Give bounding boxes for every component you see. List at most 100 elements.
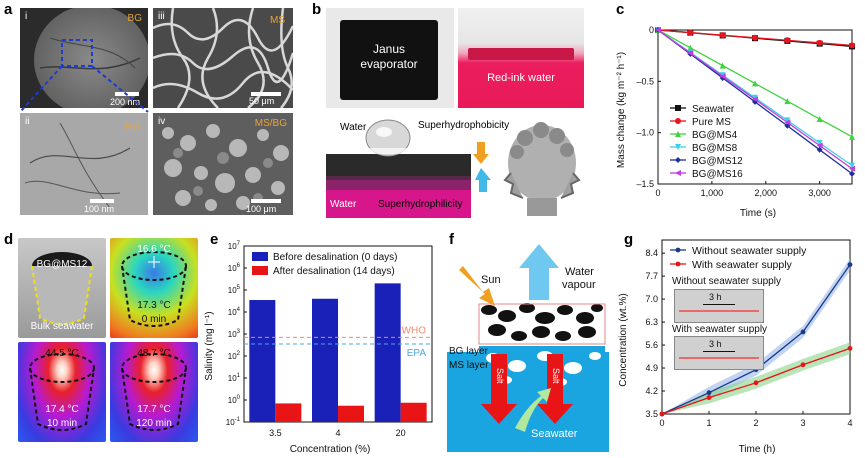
chart-e-ytick-label: 104 [228, 307, 241, 317]
thermal-image-0min: 16.6 °C 17.3 °C 0 min [110, 238, 198, 338]
chart-e-ytick-label: 106 [228, 263, 241, 273]
redink-label: Red-ink water [487, 72, 555, 84]
chart-c-xtick-label: 0 [655, 188, 660, 198]
bg-layer [478, 303, 606, 345]
chart-g-xtick-label: 4 [847, 418, 852, 428]
data-point-BG@MS4 [719, 62, 726, 69]
legend-label-Before desalination (0 days): Before desalination (0 days) [273, 252, 398, 263]
chart-e-ytick-label: 107 [228, 241, 241, 251]
vapour-label-2: vapour [562, 279, 596, 291]
chart-e-ytick-label: 105 [228, 285, 241, 295]
vapour-arrow-icon [519, 244, 559, 300]
data-point-Without seawater supply [706, 390, 712, 396]
thermal-0-temp: 17.3 °C [137, 300, 171, 311]
inset-bottom-arrow-icon [703, 351, 735, 352]
data-point-BG@MS4 [784, 98, 791, 105]
superhydrophilicity-label: Superhydrophilicity [378, 199, 463, 210]
panel-f: f Sun [445, 228, 610, 458]
data-point-BG@MS12 [849, 170, 855, 177]
ms-layer-label: MS layer [449, 360, 489, 371]
sem-roman-iv: iv [158, 116, 166, 127]
chart-e-ylabel: Salinity (mg l⁻¹) [204, 311, 215, 380]
thermal-10-top-temp: 44.5 °C [45, 348, 79, 359]
redink-photo: Red-ink water [458, 8, 584, 108]
scale-bar-ii [90, 199, 114, 203]
data-point-BG@MS4 [687, 44, 694, 51]
legend-label-Without seawater supply: Without seawater supply [692, 245, 807, 257]
seawater-arrow-icon [515, 388, 551, 432]
panel-b-label: b [312, 1, 322, 18]
panel-b: b Janus evaporator Red-ink water Water S… [298, 0, 588, 222]
mechanism-diagram [447, 244, 609, 452]
sem-image-i-graphic [34, 8, 148, 108]
chart-e-ytick-label: 101 [228, 373, 241, 383]
mass-change-chart: Mass change (kg m⁻² h⁻¹) Time (s) 0 1,000… [616, 25, 855, 219]
bulk-photo-graphic [31, 252, 93, 325]
sem-image-iii: iii MS 50 μm [153, 8, 293, 108]
chart-e-ytick-label: 100 [228, 395, 241, 405]
sem-image-iv: iv MS/BG 100 μm [153, 113, 293, 215]
bar-After desalination (14 days)-20 [400, 402, 427, 422]
salt-label-left: Salt [495, 368, 505, 384]
chart-e-ytick-label: 102 [228, 351, 241, 361]
chart-g-ytick-label: 6.3 [645, 317, 658, 327]
bulk-seawater-label: Bulk seawater [30, 321, 94, 332]
chart-g-ylabel: Concentration (wt.%) [618, 293, 629, 386]
legend-swatch-Before desalination (0 days) [252, 252, 268, 261]
data-point-With seawater supply [847, 345, 853, 351]
data-point-BG@MS12 [816, 146, 823, 153]
evaporator-label-1: Janus [372, 42, 406, 56]
sem-roman-iii: iii [158, 11, 165, 22]
chart-g-xtick-label: 1 [706, 418, 711, 428]
superhydrophobicity-label: Superhydrophobicity [418, 120, 510, 131]
data-point-BG@MS4 [816, 116, 823, 123]
bar-After desalination (14 days)-3.5 [275, 403, 302, 422]
sample-label: BG@MS12 [36, 259, 88, 270]
legend-label-BG@MS8: BG@MS8 [692, 143, 738, 154]
data-point-Pure MS [784, 37, 791, 44]
sem-image-ii-graphic [20, 113, 148, 215]
data-point-With seawater supply [659, 411, 665, 417]
cross-section: Water Superhydrophobicity Water Superhyd… [326, 112, 509, 218]
thermal-10-temp: 17.4 °C [45, 404, 79, 415]
chart-c-xtick-label: 2,000 [755, 188, 778, 198]
bar-Before desalination (0 days)-3.5 [249, 300, 276, 422]
chart-c-ytick-label: –0.5 [636, 76, 654, 86]
data-point-BG@MS8 [849, 162, 855, 169]
chart-g-ytick-label: 3.5 [645, 409, 658, 419]
data-point-BG@MS8 [752, 94, 758, 101]
reference-label-WHO: WHO [402, 325, 427, 336]
janus-arrows-icon [473, 142, 491, 192]
data-point-With seawater supply [753, 380, 759, 386]
thermal-120-top-temp: 48.7 °C [137, 348, 171, 359]
chart-g-xlabel: Time (h) [739, 444, 776, 455]
sun-label: Sun [481, 274, 501, 286]
evaporator-label-2: evaporator [360, 57, 418, 71]
vapour-label-1: Water [565, 266, 594, 278]
thermal-image-120min: 48.7 °C 17.7 °C 120 min [110, 342, 198, 442]
inset-top-time: 3 h [709, 292, 722, 302]
chart-g-ytick-label: 7.7 [645, 271, 658, 281]
reference-label-EPA: EPA [407, 348, 427, 359]
sem-tag-ii: BG [125, 122, 140, 133]
data-point-BG@MS16 [655, 27, 661, 33]
data-point-Pure MS [849, 42, 855, 49]
chart-g-ytick-label: 7.0 [645, 294, 658, 304]
thermal-120-temp: 17.7 °C [137, 404, 171, 415]
chart-c-xtick-label: 1,000 [701, 188, 724, 198]
panel-c-label: c [616, 1, 625, 18]
data-point-With seawater supply [800, 362, 806, 368]
seawater-label: Seawater [531, 428, 578, 440]
data-point-Pure MS [752, 34, 758, 41]
data-point-Without seawater supply [800, 329, 806, 335]
bar-Before desalination (0 days)-20 [374, 283, 401, 422]
data-point-Pure MS [719, 32, 726, 39]
water-drop-label: Water [340, 122, 367, 133]
legend-marker-BG@MS4 [675, 131, 681, 137]
chart-e-ytick-label: 10-1 [226, 417, 241, 427]
panel-a: a i BG 200 nm [0, 0, 298, 222]
panel-g: g Concentration (wt.%) Time (h) 0 1 2 3 4 3.5… [612, 228, 865, 458]
inset-top-arrow-icon [703, 304, 735, 305]
scale-text-iv: 100 μm [246, 204, 277, 214]
scale-text-i: 200 nm [110, 97, 141, 107]
